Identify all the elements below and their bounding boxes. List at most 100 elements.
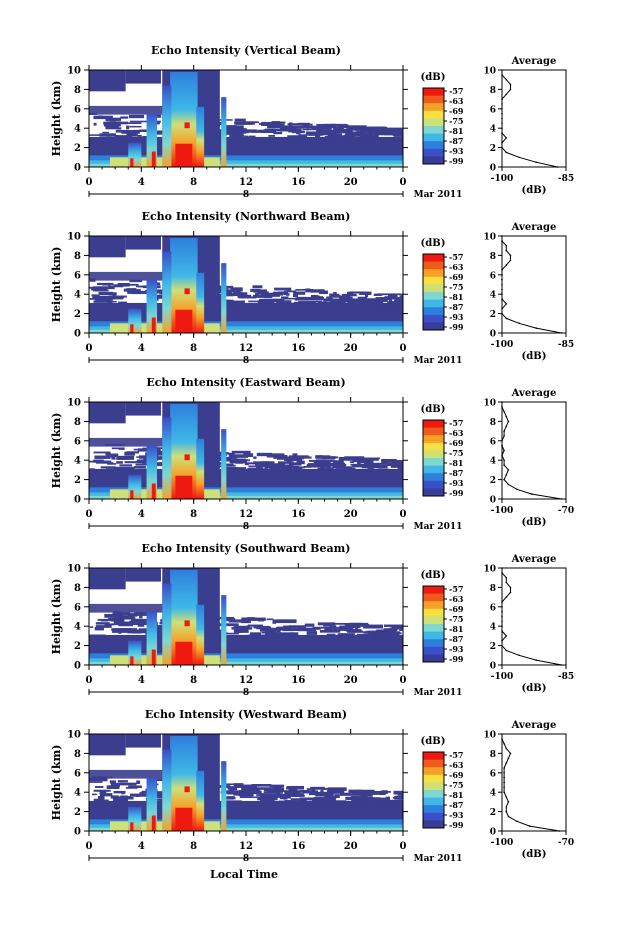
- echo-patch: [247, 624, 264, 627]
- colorbar-swatch: [423, 759, 444, 768]
- echo-patch: [99, 790, 107, 795]
- echo-patch: [344, 624, 361, 629]
- echo-patch: [399, 295, 403, 298]
- echo-patch: [217, 633, 225, 637]
- profile-point: [501, 644, 503, 647]
- echo-patch: [297, 628, 311, 631]
- echo-patch: [346, 291, 354, 296]
- echo-patch: [392, 632, 402, 635]
- x-tick-label: 8: [190, 177, 197, 188]
- echo-patch: [293, 293, 298, 298]
- echo-patch: [265, 463, 283, 465]
- colorbar-tick-label: -93: [449, 810, 464, 820]
- profile-y-tick-label: 10: [483, 233, 496, 243]
- profile-point: [556, 166, 559, 168]
- echo-patch: [323, 623, 332, 627]
- echo-patch: [108, 285, 124, 288]
- x-tick-label: 12: [239, 841, 253, 852]
- profile-point: [501, 278, 503, 281]
- profile-y-tick-label: 2: [490, 476, 496, 486]
- colorbar-tick-label: -81: [449, 292, 463, 302]
- echo-patch: [401, 293, 403, 298]
- echo-patch: [368, 129, 384, 134]
- echo-patch: [331, 626, 351, 629]
- echo-core: [151, 815, 156, 831]
- echo-column: [196, 438, 205, 499]
- echo-patch: [345, 131, 363, 135]
- colorbar-tick-label: -63: [449, 760, 464, 770]
- colorbar-swatch: [423, 450, 444, 459]
- echo-patch: [110, 782, 120, 787]
- echo-patch: [367, 464, 388, 469]
- echo-patch: [292, 467, 303, 471]
- echo-column: [146, 113, 158, 167]
- x-tick-label: 12: [239, 509, 253, 520]
- profile-point: [505, 264, 508, 266]
- echo-patch: [278, 800, 286, 804]
- echo-patch: [259, 298, 273, 302]
- chart-panel: Echo Intensity (Vertical Beam) 0 2 4 6 8 10 Hei…: [50, 44, 574, 200]
- echo-patch: [357, 461, 361, 465]
- profile-point: [505, 151, 508, 154]
- y-axis-label: Height (km): [50, 81, 63, 157]
- echo-patch: [401, 794, 403, 797]
- echo-patch: [129, 620, 146, 623]
- echo-patch: [367, 468, 374, 471]
- profile-x-tick-label: -100: [491, 672, 514, 682]
- colorbar-label: (dB): [421, 570, 446, 581]
- y-tick-label: 2: [74, 807, 81, 818]
- echo-patch: [136, 456, 145, 458]
- colorbar-swatch: [423, 593, 444, 602]
- echo-patch: [224, 800, 242, 804]
- echo-patch: [89, 781, 103, 783]
- echo-patch: [112, 628, 132, 632]
- echo-patch: [211, 288, 229, 291]
- echo-patch: [228, 454, 249, 458]
- echo-patch: [276, 300, 292, 304]
- profile-point: [505, 806, 508, 808]
- y-tick-label: 2: [74, 475, 81, 486]
- echo-patch: [111, 456, 116, 460]
- echo-patch: [383, 129, 390, 133]
- colorbar-frame: [422, 253, 445, 331]
- echo-patch: [319, 290, 328, 295]
- echo-patch: [269, 784, 285, 788]
- echo-patch: [385, 800, 403, 805]
- echo-patch: [120, 116, 129, 119]
- heatmap: [89, 734, 403, 831]
- echo-layer-mid: [89, 105, 165, 115]
- echo-patch: [226, 128, 247, 133]
- x-tick-label: 0: [86, 177, 93, 188]
- echo-patch: [397, 467, 403, 470]
- x-tick-label: 0: [400, 177, 407, 188]
- profile-point: [560, 332, 563, 334]
- profile-frame: [501, 733, 567, 832]
- echo-patch: [104, 613, 123, 618]
- echo-column: [196, 770, 205, 831]
- echo-patch: [253, 294, 265, 298]
- echo-core: [184, 454, 190, 461]
- profile-panel: Average 0 2 4 6 8 10 -100 -70 (dB): [483, 388, 574, 528]
- echo-patch: [93, 798, 104, 802]
- profile-panel: Average 0 2 4 6 8 10 -100 -85 (dB): [483, 56, 574, 196]
- echo-patch: [154, 794, 167, 798]
- echo-patch: [402, 465, 403, 469]
- echo-layer-upper: [125, 568, 161, 582]
- echo-patch: [89, 298, 101, 300]
- echo-patch: [229, 134, 245, 138]
- profile-point: [535, 161, 537, 163]
- echo-patch: [224, 125, 244, 130]
- echo-patch: [380, 303, 397, 308]
- profile-point: [503, 786, 505, 789]
- echo-patch: [287, 123, 308, 126]
- y-axis-label: Height (km): [50, 413, 63, 489]
- profile-y-tick-label: 0: [490, 828, 496, 838]
- profile-point: [505, 810, 508, 813]
- echo-patch: [134, 466, 146, 469]
- profile-point: [503, 781, 505, 784]
- echo-patch: [136, 794, 141, 797]
- x-tick-label: 12: [239, 343, 253, 354]
- echo-patch: [310, 801, 327, 805]
- colorbar-tick-label: -57: [449, 750, 463, 760]
- echo-patch: [233, 793, 253, 796]
